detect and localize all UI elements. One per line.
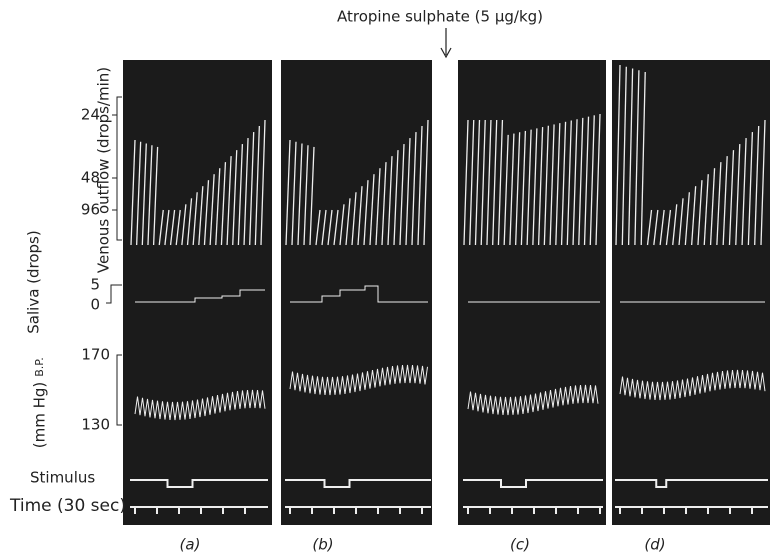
panel-d-background: [612, 60, 770, 525]
panel-a-background: [123, 60, 272, 525]
bp-axis-label: B.P.: [33, 357, 46, 376]
bp-tick: 170: [81, 346, 110, 364]
bp-axis-unit: (mm Hg): [31, 382, 49, 449]
bp-axis: [117, 355, 122, 425]
saliva-axis-label: Saliva (drops): [25, 230, 43, 333]
recording-panels: [123, 60, 770, 525]
saliva-axis: [106, 285, 122, 303]
venous-tick: 24: [81, 106, 100, 124]
stimulus-label: Stimulus: [30, 469, 95, 487]
figure: Atropine sulphate (5 μg/kg) Venous outfl…: [0, 0, 770, 555]
saliva-tick: 5: [90, 276, 100, 294]
venous-tick: 48: [81, 169, 100, 187]
panel-label: (b): [312, 536, 333, 554]
venous-axis: [112, 97, 122, 240]
time-label: Time (30 sec): [9, 496, 126, 516]
venous-tick: 96: [81, 201, 100, 219]
panel-c-background: [458, 60, 606, 525]
page: {"header": {"annotation": "Atropine sulp…: [0, 0, 770, 555]
bp-tick: 130: [81, 416, 110, 434]
panel-label: (a): [180, 536, 201, 554]
panel-label: (c): [510, 536, 530, 554]
atropine-annotation: Atropine sulphate (5 μg/kg): [337, 8, 543, 26]
panel-b-background: [281, 60, 432, 525]
panel-label: (d): [644, 536, 665, 554]
saliva-tick: 0: [90, 296, 100, 314]
